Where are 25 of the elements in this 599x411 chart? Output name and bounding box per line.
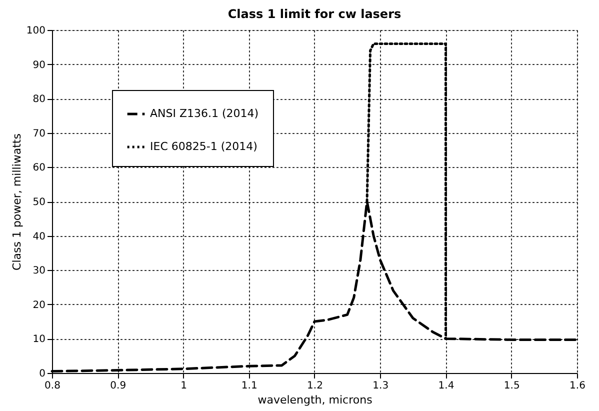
chart-title: Class 1 limit for cw lasers xyxy=(228,7,402,21)
x-tick-label: 1.6 xyxy=(570,380,586,392)
y-tick-label: 80 xyxy=(32,94,46,106)
x-tick-label: 1 xyxy=(180,380,187,392)
x-axis-title: wavelength, microns xyxy=(258,394,373,406)
y-tick-label: 10 xyxy=(32,334,46,346)
y-tick-label: 20 xyxy=(32,300,46,311)
x-tick-label: 1.1 xyxy=(241,380,258,392)
x-tick-label: 1.3 xyxy=(372,380,389,392)
y-tick-label: 0 xyxy=(39,368,46,380)
y-axis-title: Class 1 power, milliwatts xyxy=(10,133,24,270)
y-tick-label: 90 xyxy=(32,60,46,71)
x-tick-label: 0.9 xyxy=(110,380,126,392)
y-tick-label: 100 xyxy=(26,26,46,36)
y-tick-label: 50 xyxy=(32,197,46,208)
legend-label: ANSI Z136.1 (2014) xyxy=(150,107,259,120)
legend-label: IEC 60825-1 (2014) xyxy=(150,140,258,153)
y-tick-label: 60 xyxy=(32,162,46,174)
y-tick-label: 70 xyxy=(32,128,46,140)
x-tick-label: 1.4 xyxy=(438,380,454,392)
x-tick-label: 1.5 xyxy=(504,380,520,392)
y-tick-label: 30 xyxy=(32,266,46,277)
x-tick-label: 0.8 xyxy=(44,380,60,392)
y-tick-label: 40 xyxy=(32,231,46,242)
x-tick-label: 1.2 xyxy=(307,380,323,392)
